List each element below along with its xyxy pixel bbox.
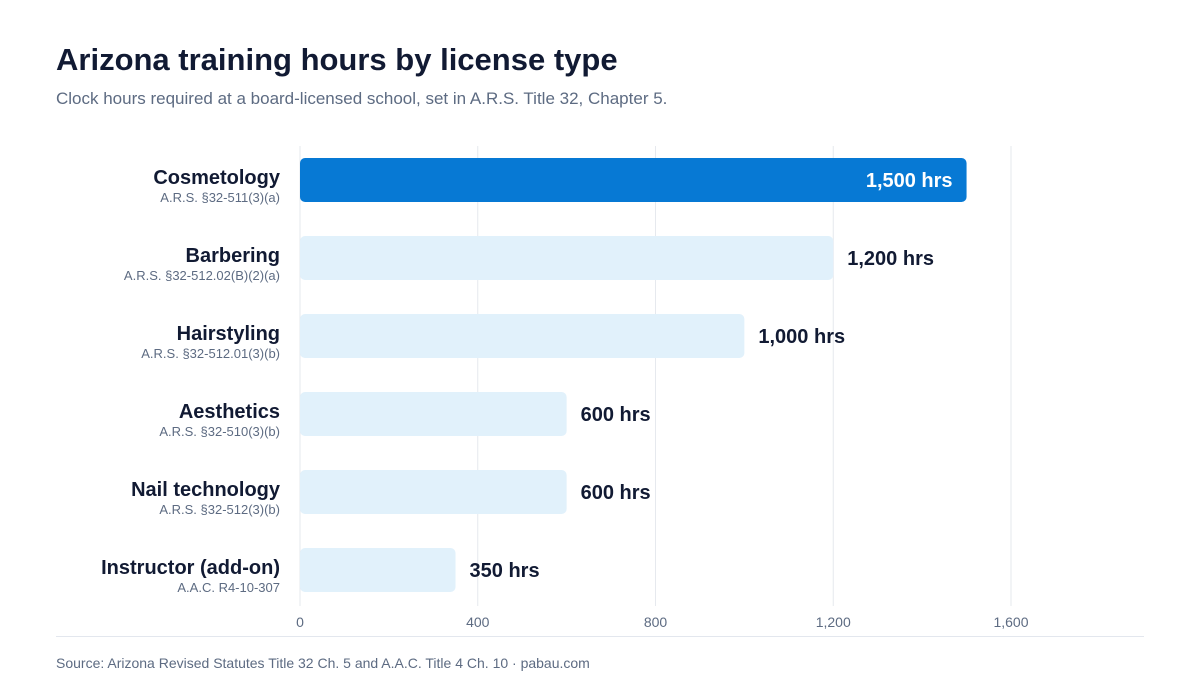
bar-value-label: 600 hrs [581,482,651,504]
x-tick-label: 800 [644,614,668,630]
bar-value-label: 1,200 hrs [847,248,934,270]
bar-chart: 1,500 hrs 1,200 hrs 1,000 hrs 600 hrs 600 hr… [101,146,1029,630]
x-tick-label: 0 [296,614,304,630]
x-tick-label: 1,600 [993,614,1028,630]
category-label: Hairstyling [177,323,280,345]
bar [300,392,567,436]
category-citation: A.R.S. §32-512.02(B)(2)(a) [124,268,280,283]
x-axis-ticks: 0 400 800 1,200 1,600 [296,614,1029,630]
bar-value-label: 350 hrs [470,560,540,582]
bar [300,236,834,280]
category-label: Instructor (add-on) [101,557,280,579]
bar-value-label: 1,500 hrs [866,170,953,192]
bar-value-label: 600 hrs [581,404,651,426]
category-label: Cosmetology [153,167,281,189]
bars: 1,500 hrs 1,200 hrs 1,000 hrs 600 hrs 600 hr… [300,158,967,592]
bar [300,548,456,592]
bar [300,314,745,358]
category-citation: A.A.C. R4-10-307 [177,580,280,595]
x-tick-label: 400 [466,614,490,630]
footer-divider [56,636,1144,637]
category-citation: A.R.S. §32-511(3)(a) [160,190,280,205]
bar [300,158,967,202]
bar [300,470,567,514]
chart-subtitle: Clock hours required at a board-licensed… [56,89,668,108]
category-citation: A.R.S. §32-512(3)(b) [159,502,280,517]
bar-value-label: 1,000 hrs [758,326,845,348]
category-citation: A.R.S. §32-510(3)(b) [159,424,280,439]
grid-lines [299,146,1012,606]
category-label: Barbering [186,245,280,267]
category-label: Aesthetics [179,401,280,423]
category-citation: A.R.S. §32-512.01(3)(b) [141,346,280,361]
chart-title: Arizona training hours by license type [56,42,618,77]
x-tick-label: 1,200 [816,614,851,630]
category-label: Nail technology [131,479,281,501]
source-note: Source: Arizona Revised Statutes Title 3… [56,655,590,671]
